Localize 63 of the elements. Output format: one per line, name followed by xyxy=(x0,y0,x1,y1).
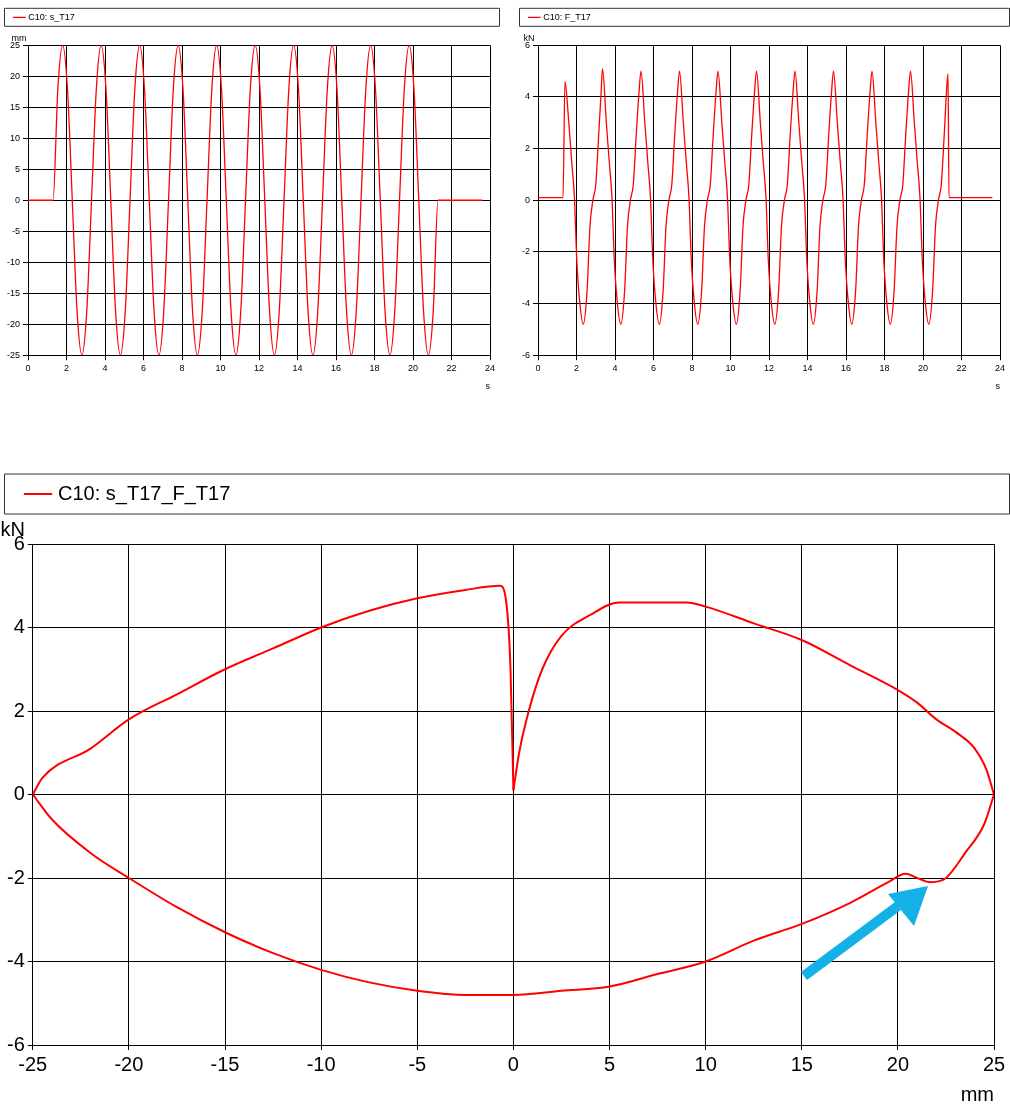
x-axis-title: mm xyxy=(960,1082,994,1105)
y-tick-label: 4 xyxy=(13,615,25,638)
line-series xyxy=(538,67,993,325)
y-tick-label: -5 xyxy=(11,225,21,236)
x-tick-label: 16 xyxy=(840,363,852,374)
y-tick-label: -10 xyxy=(6,256,21,267)
x-tick-label: 18 xyxy=(369,363,380,374)
legend-label: C10: s_T17 xyxy=(28,11,75,22)
x-tick-label: 20 xyxy=(917,363,929,374)
y-tick-label: -25 xyxy=(6,349,21,360)
x-tick-label: -10 xyxy=(306,1052,336,1075)
y-tick-label: 2 xyxy=(524,143,530,154)
x-tick-label: 20 xyxy=(407,363,419,374)
legend-label: C10: s_T17_F_T17 xyxy=(58,481,231,505)
y-tick-label: -4 xyxy=(521,298,530,309)
y-tick-label: -2 xyxy=(6,865,25,888)
y-tick-label: 0 xyxy=(524,194,530,205)
x-tick-label: 2 xyxy=(64,363,70,374)
x-tick-label: 5 xyxy=(603,1052,616,1075)
y-tick-label: -4 xyxy=(6,949,25,972)
y-tick-label: -2 xyxy=(521,246,530,257)
x-tick-label: 10 xyxy=(694,1052,717,1075)
y-tick-label: -6 xyxy=(6,1032,25,1055)
x-tick-label: 14 xyxy=(292,363,303,374)
x-tick-label: 12 xyxy=(254,363,265,374)
x-tick-label: 4 xyxy=(102,363,108,374)
x-tick-label: 10 xyxy=(215,363,226,374)
x-tick-label: 10 xyxy=(725,363,736,374)
x-axis-title: s xyxy=(995,380,1001,391)
y-tick-label: 0 xyxy=(14,194,21,205)
x-tick-label: 6 xyxy=(141,363,147,374)
y-tick-label: 4 xyxy=(524,91,530,102)
x-tick-label: 22 xyxy=(956,363,967,374)
x-tick-label: 24 xyxy=(484,363,496,374)
y-tick-label: 10 xyxy=(9,132,21,143)
y-tick-label: 5 xyxy=(14,163,21,174)
x-tick-label: 25 xyxy=(982,1052,1006,1075)
y-tick-label: 2 xyxy=(13,698,25,721)
x-tick-label: 24 xyxy=(994,363,1006,374)
x-tick-label: -15 xyxy=(210,1052,240,1075)
x-tick-label: 14 xyxy=(802,363,813,374)
x-tick-label: 20 xyxy=(886,1052,909,1075)
y-tick-label: 20 xyxy=(9,70,21,81)
x-tick-label: 6 xyxy=(650,363,657,374)
y-tick-label: -15 xyxy=(6,287,21,298)
x-tick-label: -20 xyxy=(114,1052,144,1075)
x-tick-label: 8 xyxy=(179,363,185,374)
y-tick-label: -20 xyxy=(6,318,21,329)
x-tick-label: 8 xyxy=(689,363,695,374)
x-tick-label: 12 xyxy=(763,363,775,374)
x-tick-label: -5 xyxy=(408,1052,427,1075)
y-tick-label: 15 xyxy=(9,101,21,112)
x-tick-label: 16 xyxy=(330,363,342,374)
x-tick-label: 0 xyxy=(535,363,541,374)
x-tick-label: 2 xyxy=(573,363,580,374)
y-tick-label: 0 xyxy=(13,782,25,805)
x-tick-label: 22 xyxy=(446,363,457,374)
x-axis-title: s xyxy=(485,380,491,391)
x-tick-label: 15 xyxy=(790,1052,813,1075)
x-tick-label: 18 xyxy=(879,363,890,374)
x-tick-label: 4 xyxy=(612,363,618,374)
y-tick-label: -6 xyxy=(521,349,530,360)
legend-label: C10: F_T17 xyxy=(543,11,591,22)
